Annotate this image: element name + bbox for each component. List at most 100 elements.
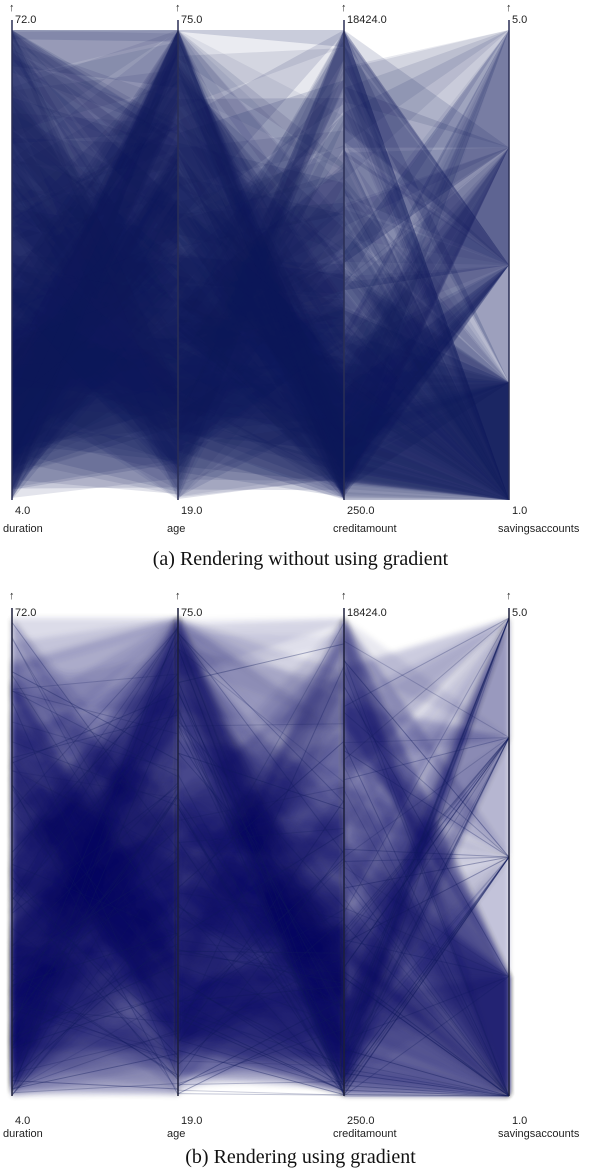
data-band [12,30,178,147]
data-band [344,265,509,480]
data-line [343,856,510,1090]
data-band [344,147,509,413]
chart-panel-a: ↑ 72.0 4.0 duration ↑ 75.0 19.0 age ↑ 18… [0,0,601,540]
data-band [12,161,178,391]
data-band [178,114,344,355]
data-line [343,856,510,1095]
data-band [344,460,509,500]
data-line [177,908,345,1004]
data-band [178,30,344,498]
data-line [11,848,179,1007]
data-line [177,806,345,1094]
data-band [178,298,344,400]
axis-min-label-creditamount: 250.0 [347,505,375,517]
data-band [178,30,344,222]
data-band [344,147,509,477]
data-line [343,737,510,858]
data-band [178,257,344,295]
data-line [11,973,179,1076]
data-band [12,342,178,461]
data-band [178,30,344,499]
data-band [178,30,344,487]
data-band [178,166,344,347]
data-band [344,328,509,500]
data-line [11,638,179,920]
data-line [343,856,510,862]
data-band [178,150,344,461]
data-band [344,265,509,493]
data-band [344,30,509,466]
data-band [12,184,178,466]
data-band [12,618,178,770]
data-band [178,162,344,443]
data-band [12,337,178,495]
data-line [343,1068,510,1097]
data-band [12,47,178,494]
data-line [177,840,345,1087]
data-band [12,145,178,444]
data-band [344,147,509,486]
data-band [178,47,344,187]
data-band [12,323,178,477]
data-band [12,30,178,462]
data-line [343,977,510,1097]
data-line [177,752,345,810]
data-band [344,30,509,265]
data-band [344,30,509,387]
data-band [12,30,178,384]
data-band [12,69,178,132]
data-band [178,30,344,108]
data-line [177,643,345,684]
data-line [177,1010,345,1095]
data-band [12,124,178,314]
data-band [178,329,344,500]
data-band [12,137,178,205]
data-band [178,274,344,498]
data-band [178,106,344,446]
data-line [11,708,179,901]
data-band [344,431,509,500]
data-line [343,789,510,1097]
data-line [343,856,510,1055]
data-band [178,94,344,494]
data-line [177,632,345,803]
data-band [178,172,344,497]
data-band [12,89,178,490]
axis-arrow-duration: ↑ [9,590,15,602]
data-line [11,676,179,1049]
data-line [11,1007,179,1024]
data-band [12,336,178,457]
data-band [344,30,509,265]
data-band [178,301,344,441]
data-band [12,174,178,363]
data-band [344,147,509,291]
data-line [11,673,179,853]
data-line [343,617,510,1038]
data-line [177,786,345,821]
data-band [12,137,178,361]
data-band [344,857,509,1079]
data-band [178,315,344,375]
data-band [12,41,178,479]
data-band [344,147,509,332]
data-band [12,173,178,479]
data-band [344,289,509,500]
data-band [12,84,178,412]
data-band [12,294,178,403]
data-line [11,741,179,807]
data-line [343,617,510,1054]
data-line [11,640,179,912]
data-band [344,147,509,492]
data-band [178,297,344,372]
data-line [11,793,179,1037]
data-band [178,64,344,408]
data-line [11,628,179,811]
data-band [344,432,509,500]
data-line [343,737,510,1070]
data-band [344,30,509,500]
data-line [343,1093,510,1097]
data-line [11,690,179,735]
data-band [12,42,178,127]
data-line [343,856,510,944]
data-band [178,30,344,460]
